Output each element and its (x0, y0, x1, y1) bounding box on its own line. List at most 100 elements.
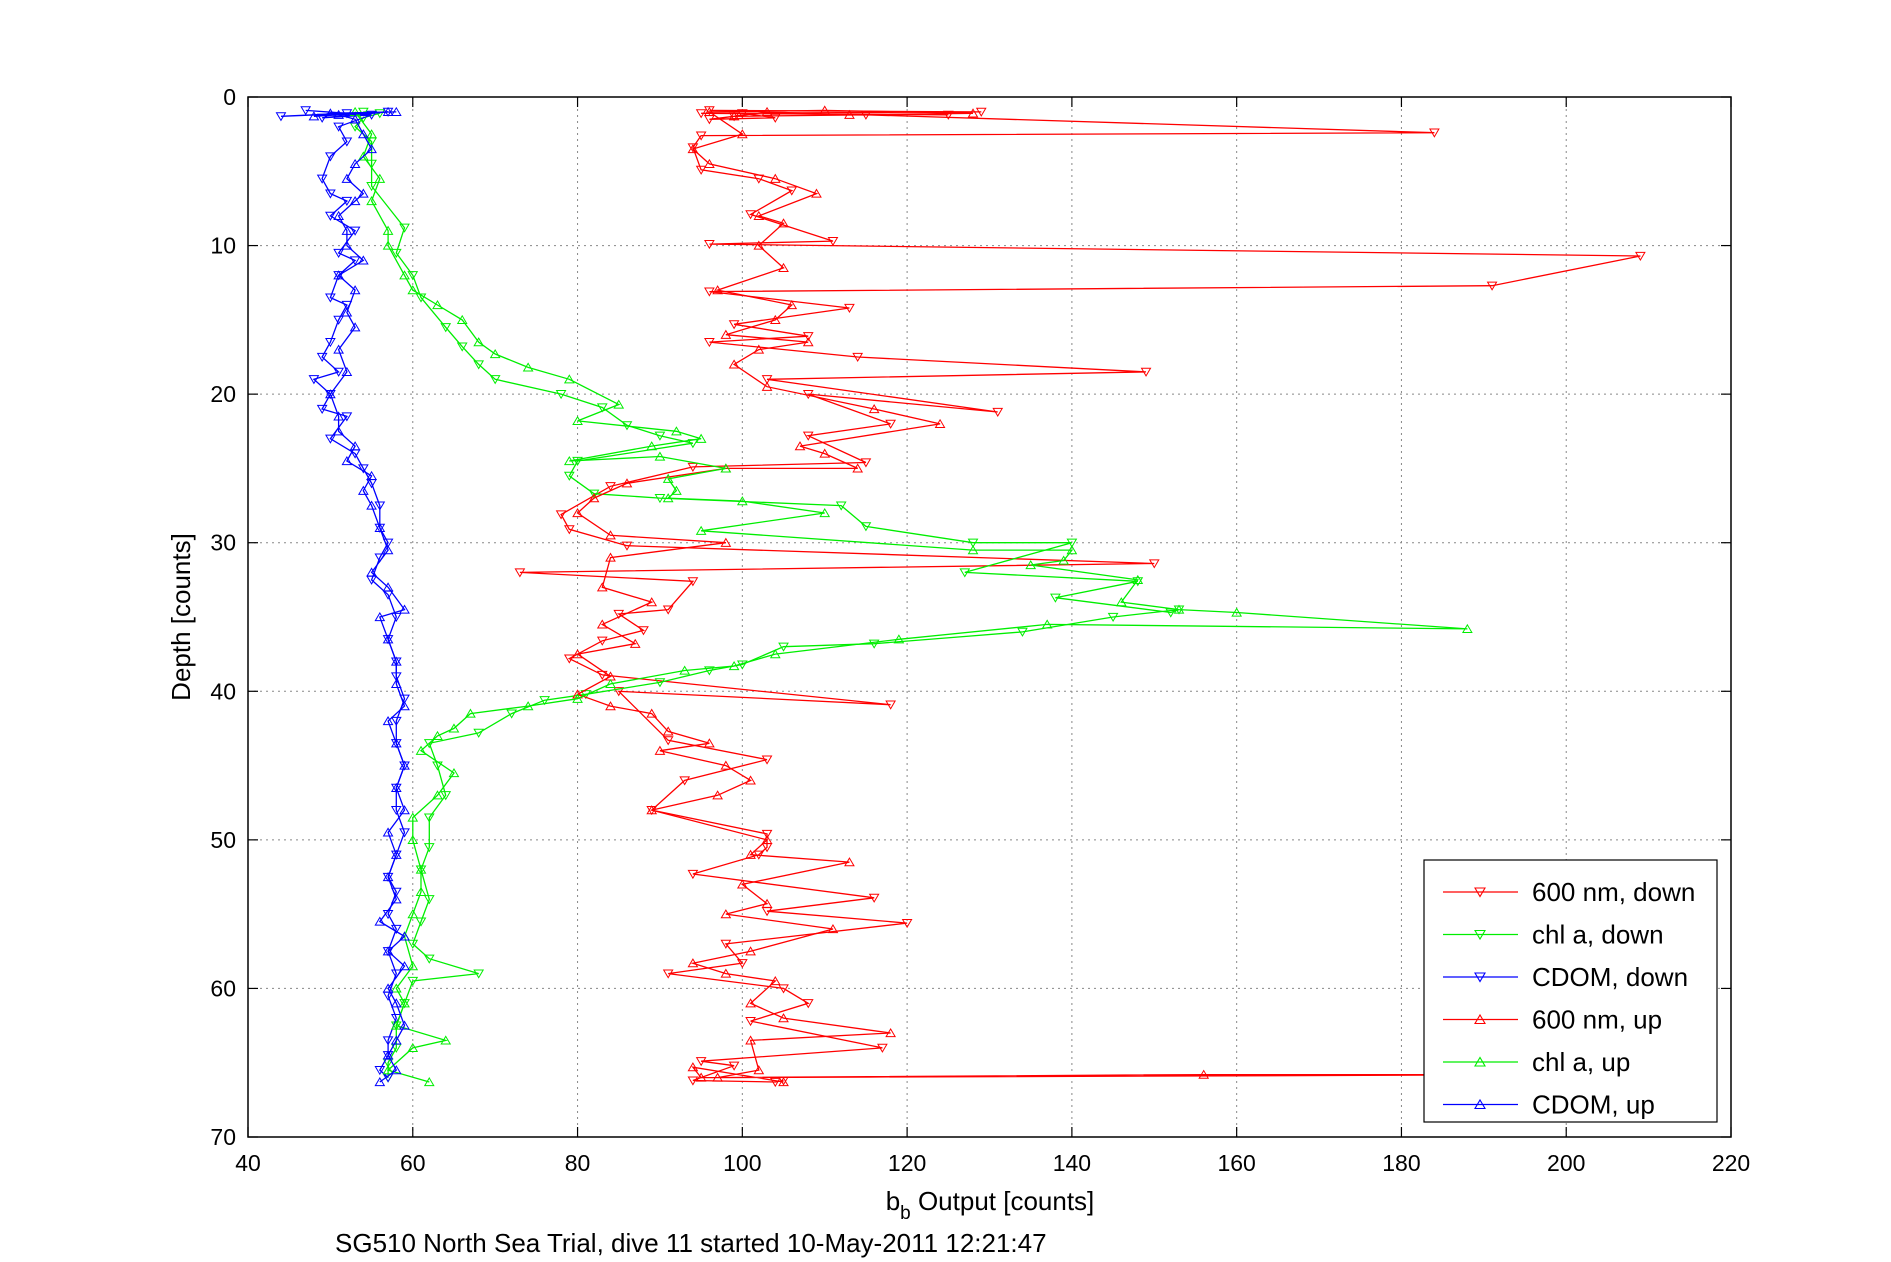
data-point (555, 390, 567, 400)
x-tick-label: 160 (1217, 1150, 1255, 1176)
data-point (662, 493, 674, 503)
x-tick-label: 140 (1053, 1150, 1091, 1176)
data-point (621, 541, 633, 551)
y-tick-label: 40 (210, 678, 236, 704)
data-point (613, 399, 625, 409)
data-point (704, 106, 715, 116)
data-point (333, 270, 345, 280)
data-point (901, 918, 913, 929)
data-point (308, 375, 320, 385)
data-point (316, 174, 328, 184)
data-point (390, 1065, 402, 1075)
data-point (316, 404, 328, 415)
data-point (769, 1077, 781, 1088)
data-point (1486, 281, 1498, 291)
data-point (382, 983, 394, 993)
data-point (473, 728, 485, 738)
x-tick-label: 180 (1382, 1150, 1420, 1176)
data-point (473, 969, 485, 979)
data-point (399, 961, 410, 971)
data-point (704, 287, 715, 297)
y-tick-labels: 0 10 20 30 40 50 60 70 (210, 84, 236, 1150)
data-point (761, 106, 773, 116)
data-point (333, 210, 345, 220)
data-point (720, 537, 732, 547)
data-point (844, 303, 855, 314)
data-point (728, 660, 740, 671)
x-axis-title: bb Output [counts] (886, 1186, 1095, 1224)
data-point (745, 849, 756, 859)
data-point (382, 106, 394, 116)
data-point (868, 893, 880, 903)
data-point (390, 1035, 402, 1045)
series-line (280, 109, 406, 1079)
data-point (753, 240, 765, 250)
data-point (407, 812, 419, 822)
data-point (662, 969, 674, 979)
data-point (819, 448, 831, 458)
data-point (349, 195, 361, 206)
y-tick-label: 0 (223, 84, 236, 110)
data-point (382, 634, 394, 644)
data-point (893, 634, 905, 644)
legend-label: chl a, up (1532, 1047, 1630, 1077)
data-point (465, 708, 476, 718)
data-point (704, 666, 715, 676)
data-point (1132, 577, 1144, 587)
data-point (720, 760, 732, 770)
data-point (1173, 604, 1185, 614)
y-tick-label: 70 (210, 1124, 236, 1150)
data-point (605, 552, 616, 562)
data-point (366, 567, 377, 577)
data-point (316, 352, 328, 363)
data-point (745, 998, 756, 1008)
data-point (654, 678, 666, 688)
data-point (374, 1076, 386, 1087)
x-tick-labels: 40 60 80 100 120 140 160 180 200 220 (235, 1150, 1750, 1176)
data-point (695, 165, 707, 175)
data-point (942, 110, 954, 120)
data-point (736, 959, 748, 969)
data-point (366, 500, 377, 510)
data-point (654, 745, 666, 755)
data-point (868, 639, 880, 649)
data-point (390, 612, 402, 623)
data-point (514, 568, 526, 578)
data-point (613, 609, 625, 620)
data-point (761, 834, 773, 844)
data-point (605, 482, 616, 492)
data-point (745, 946, 756, 956)
data-point (1148, 559, 1160, 569)
data-point (349, 285, 361, 295)
data-point (399, 270, 410, 280)
data-point (1107, 612, 1119, 623)
data-point (539, 696, 550, 706)
data-point (555, 510, 567, 520)
data-point (761, 375, 773, 385)
data-point (473, 360, 485, 370)
data-point (728, 111, 740, 121)
data-point (975, 107, 987, 117)
data-point (341, 137, 353, 147)
data-point (646, 805, 658, 815)
data-point (572, 507, 583, 518)
data-point (679, 776, 691, 786)
data-point (827, 237, 839, 247)
data-point (349, 114, 361, 124)
data-point (357, 188, 369, 198)
data-point (341, 412, 353, 422)
data-point (399, 931, 410, 941)
x-axis-title-subscript: b (900, 1203, 911, 1224)
data-point (399, 1020, 410, 1030)
data-point (654, 451, 666, 461)
data-point (596, 582, 608, 592)
data-point (605, 530, 616, 540)
data-point (802, 431, 814, 441)
data-point (1050, 593, 1061, 603)
data-point (399, 998, 410, 1008)
data-point (704, 338, 715, 348)
data-point (761, 829, 773, 839)
data-point (819, 105, 831, 115)
data-point (802, 999, 814, 1009)
data-point (671, 485, 682, 495)
